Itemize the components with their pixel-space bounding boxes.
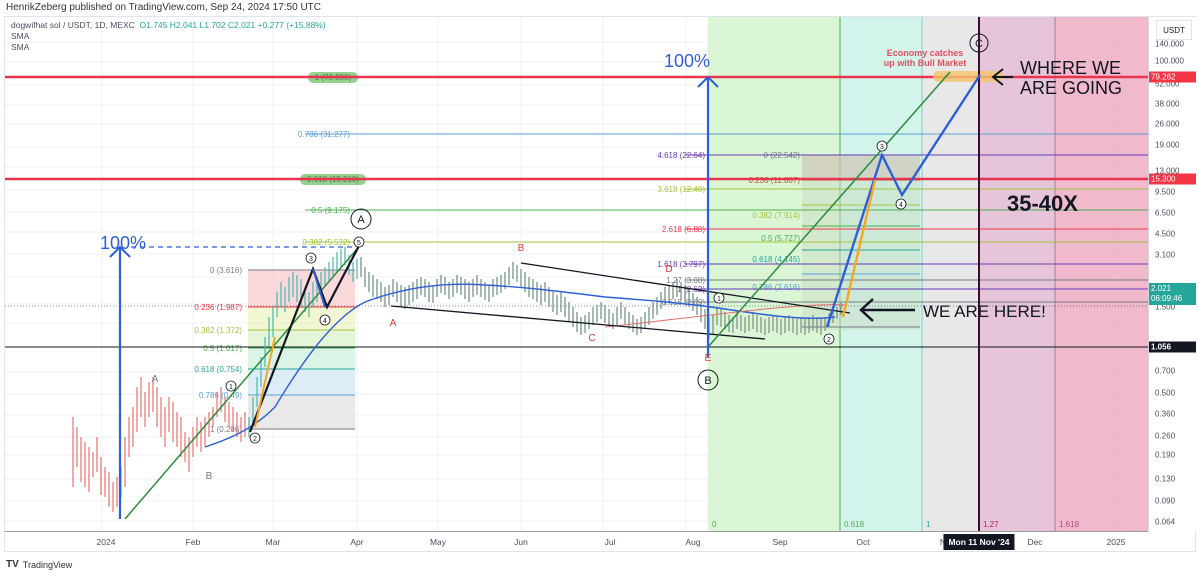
triangle-lower [390, 305, 766, 340]
svg-text:0.618: 0.618 [844, 520, 865, 529]
svg-text:0.5 (1.017): 0.5 (1.017) [203, 344, 242, 353]
svg-text:2.618 (6.88): 2.618 (6.88) [662, 225, 705, 234]
svg-text:1 (0.286): 1 (0.286) [210, 425, 242, 434]
time-axis[interactable]: 2024 Feb Mar Apr May Jun Jul Aug Sep Oct… [5, 531, 1148, 553]
brand-name[interactable]: TradingView [22, 559, 73, 570]
svg-text:1: 1 [717, 296, 721, 303]
indicator-sma-2[interactable]: SMA [11, 42, 30, 52]
price-badge-1056: 1.056 [1149, 341, 1196, 353]
svg-text:1.27: 1.27 [983, 520, 999, 529]
svg-text:E: E [705, 353, 712, 364]
svg-text:1: 1 [926, 520, 931, 529]
svg-text:0.786 (31.277): 0.786 (31.277) [298, 130, 350, 139]
currency-selector[interactable]: USDT [1156, 20, 1192, 40]
svg-text:0.618 (2.09): 0.618 (2.09) [662, 298, 705, 307]
publisher-line: HenrikZeberg published on TradingView.co… [6, 2, 322, 13]
svg-text:0.382 (7.914): 0.382 (7.914) [752, 211, 800, 220]
wave-labels: A B C [350, 33, 989, 391]
svg-text:A: A [152, 374, 159, 385]
svg-text:Economy catches: Economy catches [887, 48, 964, 58]
svg-text:D: D [665, 264, 672, 275]
triangle-labels: A B C D E [390, 243, 712, 364]
svg-text:2: 2 [253, 436, 257, 443]
fib-retracement-left: 0 (3.616) 0.236 (1.987) 0.382 (1.372) 0.… [194, 266, 355, 434]
svg-text:1.618: 1.618 [1059, 520, 1080, 529]
trendline-green-2 [707, 71, 951, 348]
date-cursor-label: Mon 11 Nov '24 [943, 534, 1015, 550]
svg-text:4: 4 [899, 202, 903, 209]
svg-text:0 (3.616): 0 (3.616) [210, 266, 242, 275]
price-badge-15: 15.300 [1149, 173, 1196, 185]
svg-text:A: A [390, 318, 397, 329]
svg-text:up with Bull Market: up with Bull Market [884, 58, 967, 68]
svg-text:C: C [975, 38, 983, 50]
svg-text:B: B [704, 375, 711, 387]
svg-text:A: A [357, 214, 365, 226]
svg-text:0.236 (11.807): 0.236 (11.807) [749, 176, 801, 185]
indicator-sma-1[interactable]: SMA [11, 31, 30, 41]
svg-text:1.27 (3.08): 1.27 (3.08) [666, 276, 705, 285]
svg-text:4: 4 [323, 318, 327, 325]
tradingview-logo-icon: TV [6, 559, 19, 570]
svg-text:WHERE WE: WHERE WE [1020, 58, 1121, 78]
svg-text:3: 3 [309, 256, 313, 263]
svg-text:ARE GOING: ARE GOING [1020, 78, 1122, 98]
svg-text:0.618 (0.754): 0.618 (0.754) [194, 365, 242, 374]
svg-text:4.618 (22.64): 4.618 (22.64) [657, 151, 705, 160]
sma-red [604, 304, 846, 328]
triangle-upper [520, 262, 851, 314]
ohlc-values: O1.745 H2.041 L1.702 C2.021 +0.277 (+15.… [139, 20, 326, 30]
svg-text:0.618 (4.145): 0.618 (4.145) [752, 255, 800, 264]
price-badge-current: 2.021 06:09:46 [1149, 283, 1196, 305]
svg-text:1: 1 [229, 384, 233, 391]
sub-wave-labels: 1 2 3 4 5 1 2 3 4 [225, 140, 907, 444]
price-chart[interactable]: 0 0.618 1 1.27 1.618 0 (3.616) 0.236 (1.… [5, 17, 1148, 531]
svg-text:0.382 (5.532): 0.382 (5.532) [302, 238, 350, 247]
svg-text:1.618 (3.797): 1.618 (3.797) [657, 260, 705, 269]
svg-text:100%: 100% [664, 51, 710, 71]
svg-text:0.382 (1.372): 0.382 (1.372) [194, 326, 242, 335]
price-axis[interactable]: 140.000 100.000 52.000 38.000 26.000 19.… [1148, 17, 1197, 531]
svg-text:B: B [518, 243, 525, 254]
fib-extension-lines [305, 133, 1148, 303]
svg-text:0.236 (1.987): 0.236 (1.987) [194, 303, 242, 312]
svg-text:2: 2 [827, 337, 831, 344]
svg-text:C: C [588, 333, 595, 344]
svg-text:3.618 (12.48): 3.618 (12.48) [657, 185, 705, 194]
svg-text:B: B [206, 471, 213, 482]
svg-text:0.5 (5.727): 0.5 (5.727) [761, 234, 800, 243]
svg-text:100%: 100% [100, 233, 146, 253]
footer: TV TradingView [6, 559, 72, 570]
svg-text:WE ARE HERE!: WE ARE HERE! [923, 302, 1046, 321]
svg-text:35-40X: 35-40X [1007, 191, 1078, 216]
svg-text:0: 0 [712, 520, 717, 529]
chart-legend: dogwifhat sol / USDT, 1D, MEXC O1.745 H2… [11, 20, 326, 53]
svg-text:0.5 (9.175): 0.5 (9.175) [311, 206, 350, 215]
svg-text:0.786 (2.616): 0.786 (2.616) [752, 283, 800, 292]
projection-path [825, 74, 982, 328]
svg-text:5: 5 [357, 240, 361, 247]
sma-blue [204, 283, 836, 448]
trendline-green-1 [124, 241, 364, 520]
symbol-name[interactable]: dogwifhat sol / USDT, 1D, MEXC [11, 20, 135, 30]
svg-text:3: 3 [880, 144, 884, 151]
price-badge-79: 79.262 [1149, 71, 1196, 83]
